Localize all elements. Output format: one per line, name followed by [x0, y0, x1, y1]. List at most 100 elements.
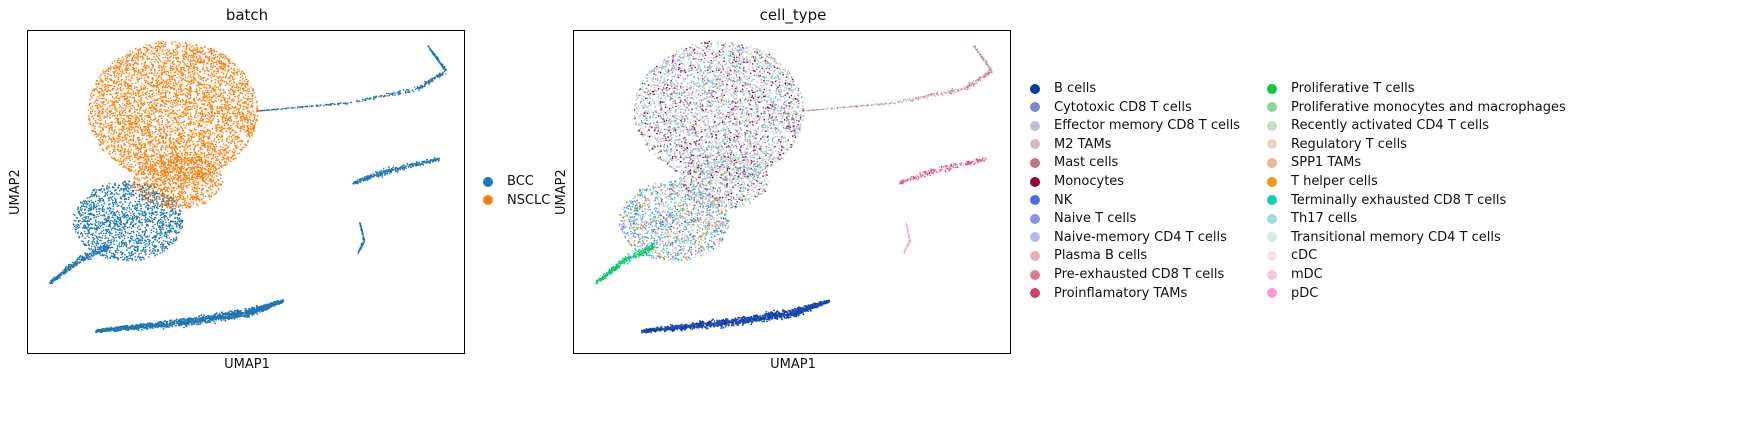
- scatter-point: [87, 216, 90, 218]
- scatter-point: [364, 175, 366, 178]
- scatter-point: [180, 222, 182, 225]
- scatter-point: [442, 74, 444, 76]
- scatter-point: [214, 65, 216, 68]
- scatter-point: [432, 79, 434, 82]
- scatter-point: [195, 135, 198, 137]
- scatter-point: [262, 310, 264, 313]
- scatter-point: [111, 235, 114, 238]
- scatter-point: [154, 210, 157, 213]
- scatter-point: [117, 249, 120, 252]
- scatter-point: [73, 219, 76, 222]
- scatter-point: [415, 88, 417, 91]
- scatter-point: [134, 206, 137, 208]
- scatter-point: [100, 249, 103, 251]
- scatter-point: [165, 235, 168, 238]
- scatter-point: [107, 237, 110, 240]
- scatter-point: [221, 71, 223, 74]
- scatter-point: [103, 189, 106, 191]
- scatter-point: [112, 256, 115, 258]
- scatter-point: [108, 216, 111, 219]
- scatter-point: [153, 217, 156, 219]
- scatter-point: [141, 231, 144, 233]
- scatter-point: [126, 324, 129, 327]
- scatter-point: [120, 196, 122, 198]
- scatter-point: [160, 226, 162, 228]
- scatter-point: [361, 229, 363, 231]
- scatter-point: [106, 245, 108, 247]
- scatter-point: [83, 227, 86, 229]
- scatter-point: [144, 219, 146, 221]
- scatter-point: [340, 102, 342, 104]
- scatter-point: [101, 230, 103, 233]
- scatter-point: [121, 242, 124, 244]
- scatter-point: [123, 223, 125, 225]
- scatter-point: [407, 90, 410, 93]
- scatter-point: [95, 204, 97, 206]
- scatter-point: [369, 97, 371, 99]
- scatter-point: [198, 318, 201, 321]
- scatter-point: [143, 234, 146, 236]
- scatter-point: [86, 235, 89, 237]
- scatter-point: [100, 328, 103, 331]
- scatter-point: [156, 224, 159, 227]
- scatter-point: [152, 240, 155, 243]
- scatter-point: [242, 315, 245, 317]
- scatter-point: [139, 100, 141, 103]
- scatter-point: [88, 236, 90, 238]
- scatter-point: [297, 106, 299, 108]
- scatter-point: [163, 235, 166, 237]
- scatter-point: [437, 160, 440, 162]
- scatter-point: [434, 76, 437, 78]
- scatter-point: [160, 221, 162, 223]
- scatter-point: [183, 326, 185, 329]
- scatter-point: [373, 96, 375, 98]
- scatter-point: [148, 235, 150, 237]
- scatter-point: [149, 327, 152, 329]
- scatter-point: [128, 125, 130, 127]
- scatter-point: [65, 270, 68, 272]
- scatter-point: [161, 206, 164, 208]
- scatter-point: [166, 83, 168, 86]
- scatter-point: [95, 210, 98, 213]
- scatter-point: [90, 92, 93, 94]
- scatter-point: [118, 67, 121, 70]
- scatter-point: [94, 253, 97, 255]
- scatter-point: [112, 186, 115, 189]
- scatter-point: [275, 303, 277, 306]
- scatter-point: [393, 93, 395, 95]
- scatter-point: [123, 188, 126, 191]
- scatter-point: [261, 110, 263, 112]
- scatter-point: [115, 328, 117, 331]
- scatter-point: [157, 141, 160, 143]
- scatter-point: [159, 218, 162, 220]
- scatter-point: [255, 304, 258, 307]
- scatter-point: [176, 221, 179, 223]
- scatter-point: [387, 166, 390, 168]
- scatter-point: [86, 232, 89, 235]
- scatter-point: [181, 111, 183, 114]
- scatter-point: [438, 157, 440, 160]
- scatter-point: [98, 109, 100, 111]
- scatter-point: [137, 255, 140, 257]
- scatter-point: [86, 197, 89, 199]
- scatter-point: [114, 218, 116, 221]
- scatter-point: [98, 220, 100, 223]
- scatter-point: [91, 252, 93, 255]
- scatter-point: [180, 74, 183, 77]
- scatter-point: [110, 252, 113, 255]
- scatter-point: [103, 243, 106, 246]
- scatter-point: [81, 202, 84, 204]
- scatter-point: [123, 257, 126, 259]
- scatter-point: [378, 96, 380, 98]
- scatter-point: [108, 203, 110, 206]
- scatter-point: [396, 171, 399, 173]
- scatter-point: [143, 324, 146, 326]
- scatter-point: [144, 239, 146, 241]
- scatter-point: [98, 236, 100, 238]
- scatter-point: [389, 172, 391, 175]
- scatter-point: [415, 87, 417, 90]
- scatter-point: [143, 195, 146, 197]
- scatter-point: [209, 320, 212, 323]
- scatter-point: [168, 319, 171, 322]
- scatter-point: [154, 249, 157, 252]
